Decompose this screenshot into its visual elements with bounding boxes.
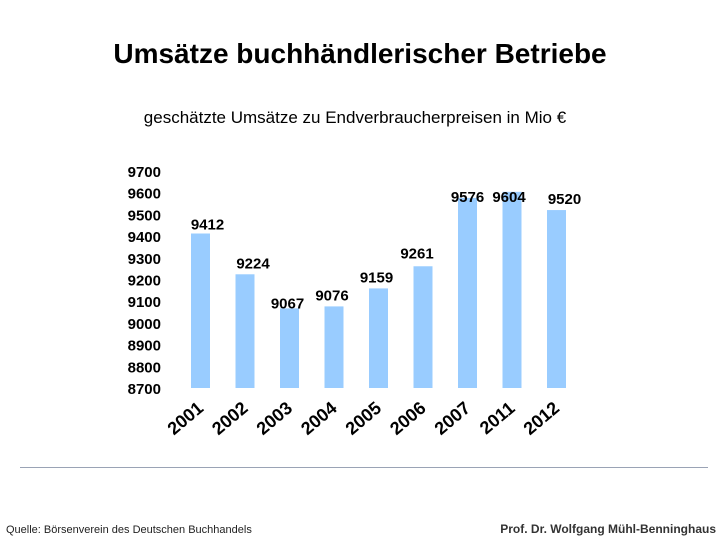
x-tick-label: 2001 [164,398,208,439]
footer-divider [20,467,708,468]
x-tick-label: 2011 [476,398,519,438]
bar-chart: 8700 8800 8900 9000 9100 9200 9300 9400 9500 9600… [128,164,582,439]
y-tick-label: 9700 [128,164,161,181]
y-tick-label: 9500 [128,207,161,224]
x-tick-label: 2005 [342,398,386,439]
data-label: 9520 [548,191,581,208]
bars [191,191,566,388]
bar [280,308,299,388]
y-tick-label: 9600 [128,186,161,203]
y-tick-label: 8900 [128,338,161,355]
x-tick-label: 2006 [386,398,430,439]
data-label: 9159 [360,269,393,286]
data-label: 9067 [271,295,304,312]
bar [369,288,388,388]
x-tick-label: 2004 [297,398,341,439]
y-tick-label: 8800 [128,359,161,376]
y-axis: 8700 8800 8900 9000 9100 9200 9300 9400 9500 9600… [128,164,161,398]
bar [413,266,433,388]
author-credit: Prof. Dr. Wolfgang Mühl-Benninghaus [500,522,716,536]
data-label: 9576 [451,189,484,206]
y-tick-label: 9400 [128,229,161,246]
y-tick-label: 9000 [128,316,161,333]
data-label: 9076 [315,287,348,304]
data-labels: 9412 9224 9067 9076 9159 9261 9576 9604 9520 [191,189,581,313]
bar [458,197,477,388]
data-label: 9224 [236,255,270,272]
bar [191,233,210,388]
bar [324,306,344,388]
data-label: 9261 [400,245,433,262]
x-tick-label: 2007 [431,398,475,439]
x-axis-labels: 2001 2002 2003 2004 2005 2006 2007 2011 2012 [164,398,564,439]
x-tick-label: 2003 [253,398,297,439]
x-tick-label: 2002 [208,398,252,439]
y-tick-label: 8700 [128,381,161,398]
data-label: 9604 [492,189,526,206]
chart-subtitle: geschätzte Umsätze zu Endverbraucherprei… [143,108,567,127]
source-note: Quelle: Börsenverein des Deutschen Buchh… [6,524,252,536]
x-tick-label: 2012 [520,398,564,439]
bar [547,210,566,388]
bar [502,191,522,388]
data-label: 9412 [191,216,224,233]
y-tick-label: 9100 [128,294,161,311]
slide-title: Umsätze buchhändlerischer Betriebe [113,38,607,69]
y-tick-label: 9300 [128,251,161,268]
y-tick-label: 9200 [128,273,161,290]
bar [235,274,255,388]
